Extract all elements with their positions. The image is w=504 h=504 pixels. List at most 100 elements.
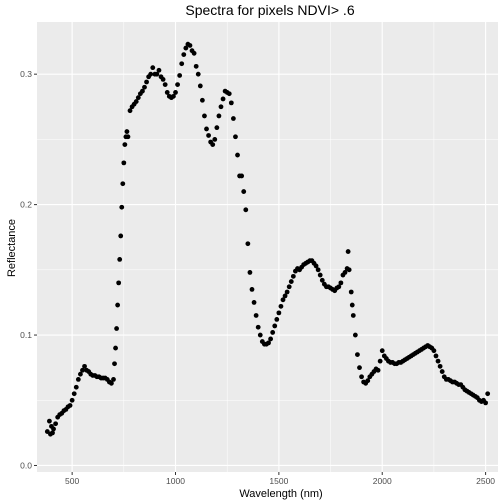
data-point bbox=[272, 323, 278, 329]
data-point bbox=[342, 270, 348, 275]
data-point bbox=[433, 353, 439, 359]
data-point bbox=[350, 313, 356, 318]
data-point bbox=[235, 152, 240, 158]
data-point bbox=[179, 61, 185, 67]
data-point bbox=[375, 367, 381, 373]
plot-panel bbox=[37, 22, 498, 472]
data-point bbox=[233, 134, 238, 140]
data-point bbox=[80, 367, 85, 373]
data-point bbox=[485, 391, 491, 397]
data-point bbox=[483, 400, 488, 406]
data-point bbox=[177, 73, 183, 78]
data-point bbox=[377, 358, 383, 364]
data-point bbox=[317, 272, 323, 278]
data-point bbox=[124, 129, 130, 134]
data-point bbox=[431, 348, 437, 354]
data-point bbox=[255, 324, 261, 330]
data-point bbox=[276, 310, 282, 316]
data-point bbox=[197, 83, 203, 89]
x-tick-label: 2500 bbox=[476, 476, 495, 486]
data-point bbox=[183, 45, 189, 51]
data-point bbox=[243, 207, 249, 213]
data-point bbox=[270, 330, 276, 335]
data-point bbox=[114, 326, 119, 331]
data-point bbox=[336, 284, 342, 290]
data-point bbox=[154, 71, 160, 77]
data-points bbox=[44, 41, 491, 437]
data-point bbox=[195, 71, 201, 77]
data-point bbox=[47, 418, 52, 424]
y-tick-label: 0.1 bbox=[20, 330, 32, 340]
data-point bbox=[288, 279, 294, 284]
data-point bbox=[278, 303, 284, 309]
data-point bbox=[220, 96, 226, 102]
data-point bbox=[78, 371, 83, 377]
data-point bbox=[439, 369, 445, 374]
minor-gridlines bbox=[37, 22, 498, 472]
data-point bbox=[75, 376, 81, 382]
data-point bbox=[116, 280, 122, 286]
data-point bbox=[118, 233, 124, 239]
data-point bbox=[112, 361, 117, 367]
data-point bbox=[266, 340, 271, 346]
data-point bbox=[69, 397, 75, 403]
data-point bbox=[284, 289, 290, 295]
data-point bbox=[214, 125, 220, 131]
data-point bbox=[348, 289, 354, 295]
data-point bbox=[121, 160, 127, 166]
y-axis-title: Reflectance bbox=[6, 219, 18, 277]
data-point bbox=[133, 99, 139, 104]
data-point bbox=[73, 384, 79, 390]
data-point bbox=[120, 181, 126, 187]
data-point bbox=[50, 430, 55, 436]
data-point bbox=[247, 270, 253, 275]
data-point bbox=[210, 142, 216, 148]
data-point bbox=[352, 332, 358, 338]
data-point bbox=[82, 363, 87, 369]
data-point bbox=[173, 90, 178, 95]
data-point bbox=[357, 365, 362, 371]
data-point bbox=[127, 108, 133, 114]
data-point bbox=[290, 273, 296, 279]
x-tick-label: 1500 bbox=[269, 476, 288, 486]
y-axis-ticks: 0.0 0.1 0.2 0.3 bbox=[20, 69, 37, 470]
data-point bbox=[111, 376, 116, 382]
data-point bbox=[346, 267, 352, 273]
data-point bbox=[160, 76, 166, 82]
data-point bbox=[144, 79, 149, 85]
data-point bbox=[119, 204, 125, 210]
data-point bbox=[226, 91, 232, 97]
data-point bbox=[175, 82, 180, 88]
y-tick-label: 0.2 bbox=[20, 200, 32, 210]
y-tick-label: 0.3 bbox=[20, 69, 32, 79]
x-tick-label: 1000 bbox=[166, 476, 185, 486]
data-point bbox=[53, 421, 59, 427]
data-point bbox=[193, 63, 199, 69]
data-point bbox=[202, 113, 207, 119]
data-point bbox=[199, 97, 205, 103]
data-point bbox=[135, 95, 141, 101]
data-point bbox=[282, 293, 288, 299]
data-point bbox=[156, 67, 162, 73]
data-point bbox=[249, 286, 255, 292]
data-point bbox=[216, 113, 222, 119]
data-point bbox=[67, 403, 73, 408]
data-point bbox=[117, 256, 123, 262]
x-axis-ticks: 500 1000 1500 2000 2500 bbox=[65, 472, 495, 486]
data-point bbox=[253, 313, 259, 318]
data-point bbox=[251, 300, 257, 305]
x-axis-title: Wavelength (nm) bbox=[239, 488, 322, 500]
data-point bbox=[359, 374, 364, 380]
data-point bbox=[191, 50, 197, 56]
data-point bbox=[280, 297, 286, 303]
data-point bbox=[51, 426, 56, 432]
data-point bbox=[239, 173, 245, 179]
data-point bbox=[349, 302, 355, 308]
data-point bbox=[162, 82, 168, 88]
data-point bbox=[365, 378, 371, 384]
data-point bbox=[245, 241, 251, 247]
data-point bbox=[437, 363, 443, 369]
data-point bbox=[109, 380, 114, 386]
data-point bbox=[319, 277, 325, 283]
